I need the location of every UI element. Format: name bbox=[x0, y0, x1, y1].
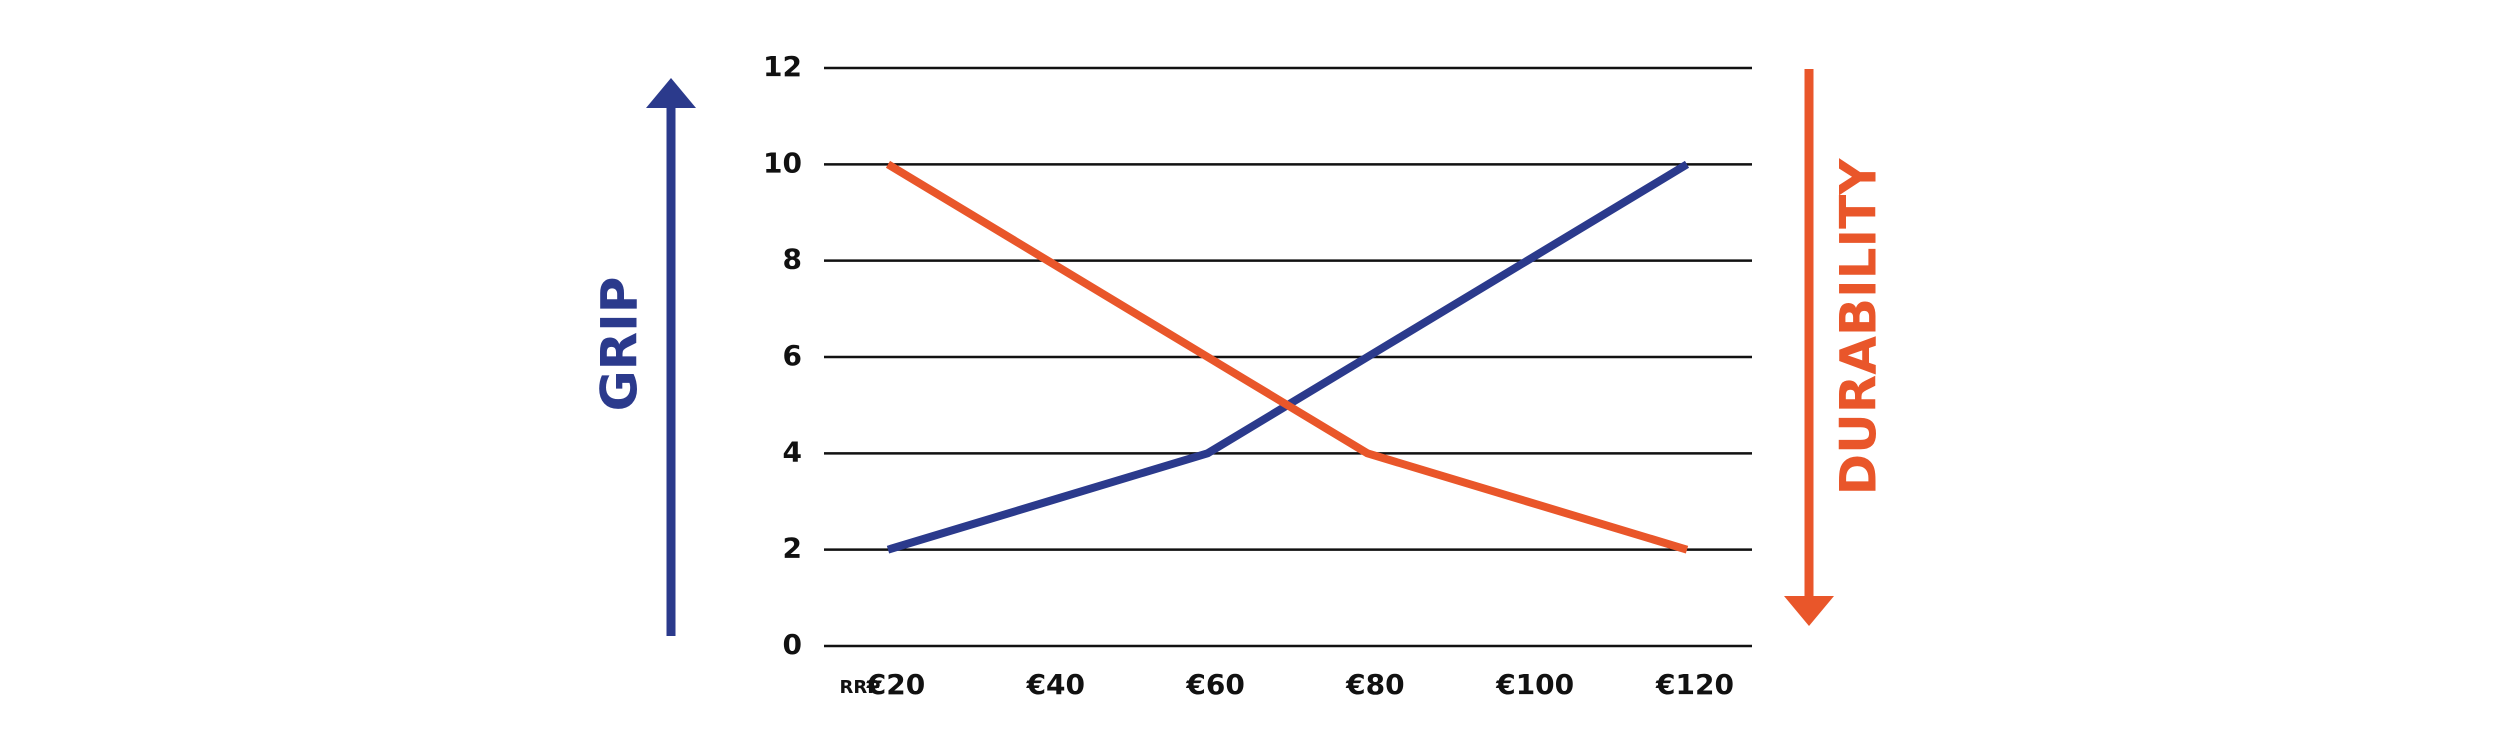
x-axis-label: RRP bbox=[840, 677, 881, 698]
arrow-head bbox=[1784, 596, 1834, 626]
y-tick-label: 0 bbox=[783, 628, 802, 661]
x-tick-label: €40 bbox=[1026, 668, 1085, 701]
series-label: DURABILITY bbox=[1830, 158, 1888, 496]
y-tick-label: 8 bbox=[783, 243, 802, 276]
x-tick-label: €120 bbox=[1655, 668, 1734, 701]
arrow-head bbox=[646, 78, 696, 108]
series-line bbox=[885, 160, 1689, 554]
y-tick-label: 4 bbox=[783, 435, 802, 468]
x-tick-label: €100 bbox=[1495, 668, 1574, 701]
x-tick-label: €20 bbox=[866, 668, 925, 701]
x-tick-label: €80 bbox=[1345, 668, 1404, 701]
series-label: GRIP bbox=[591, 277, 649, 412]
y-tick-label: 10 bbox=[763, 146, 802, 179]
y-tick-label: 12 bbox=[763, 50, 802, 83]
y-tick-label: 6 bbox=[783, 339, 802, 372]
x-tick-label: €60 bbox=[1185, 668, 1244, 701]
y-tick-label: 2 bbox=[783, 532, 802, 565]
